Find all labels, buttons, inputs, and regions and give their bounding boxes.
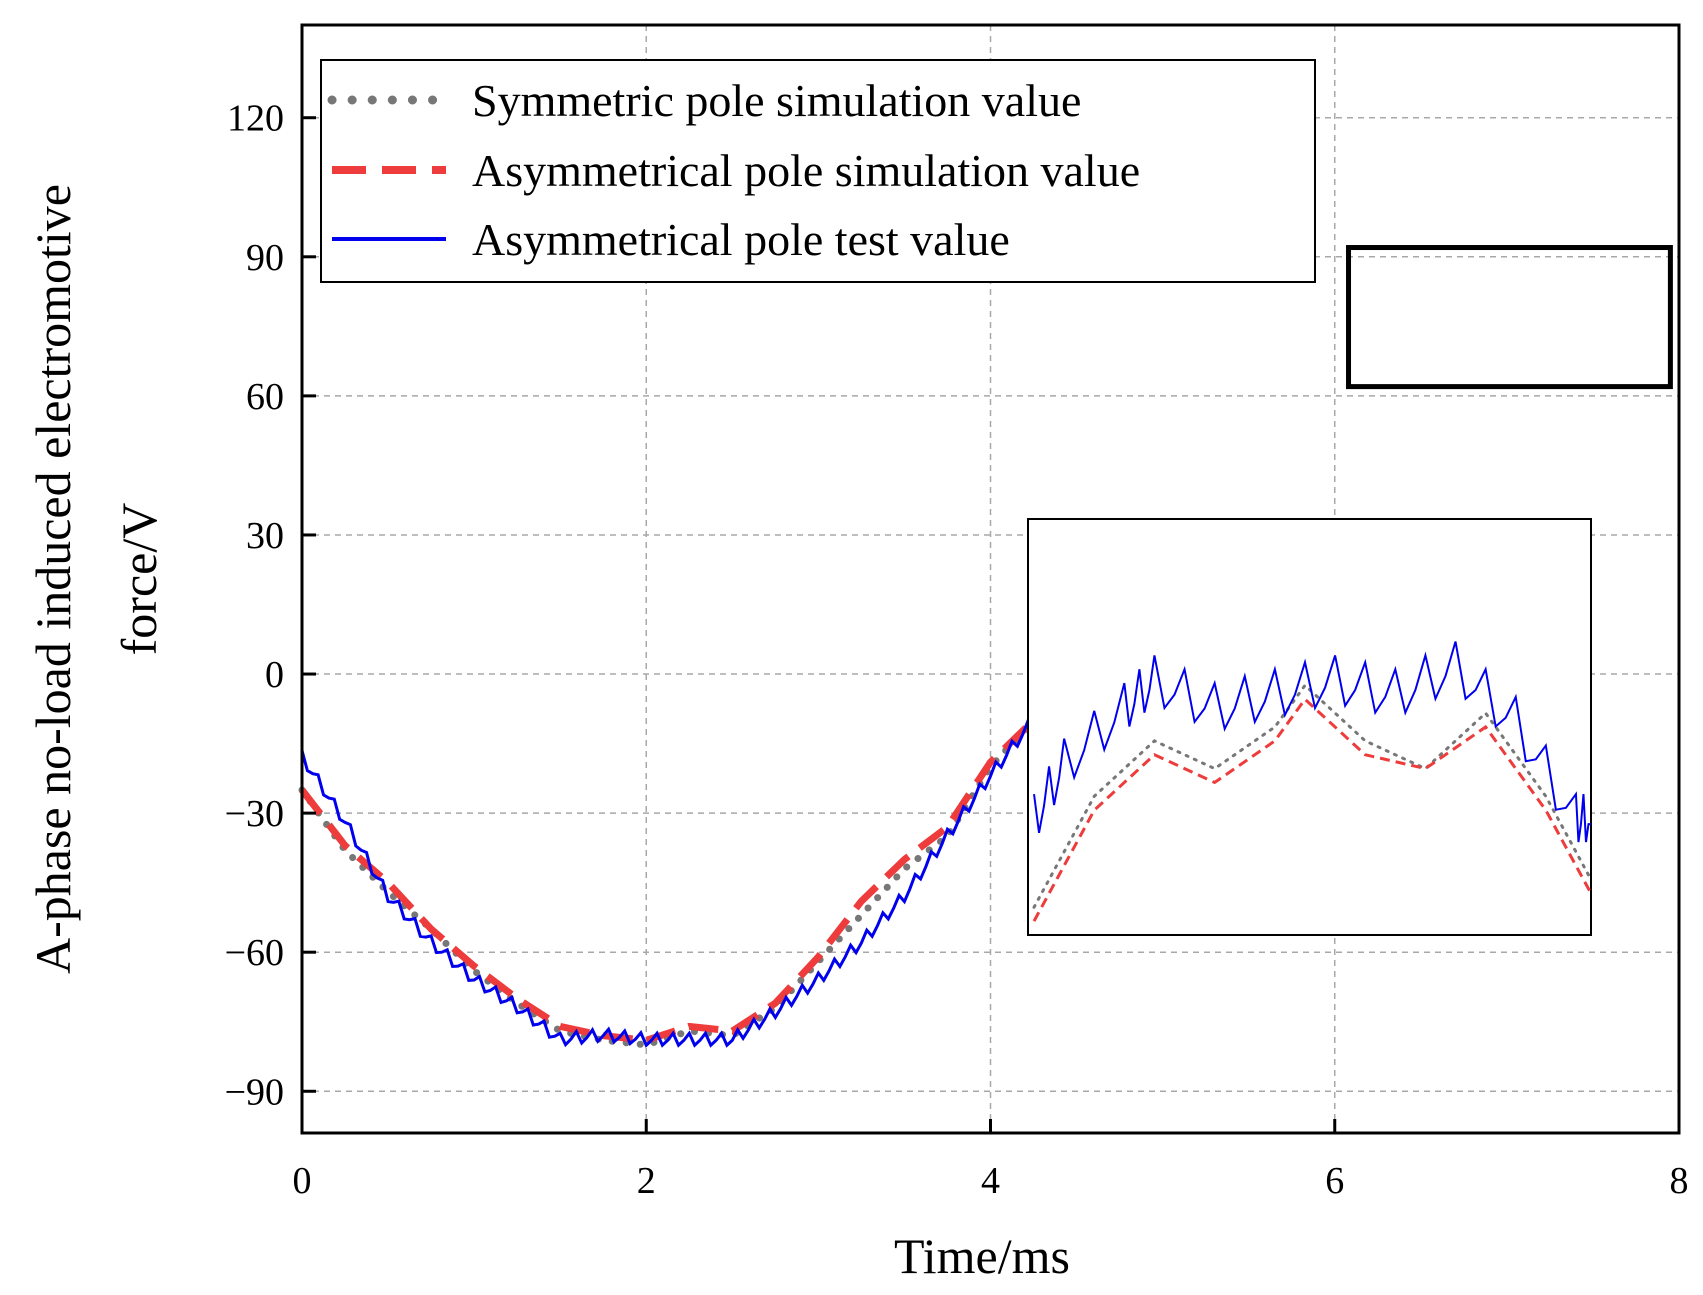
x-tick-label: 4 <box>981 1160 1000 1202</box>
svg-text:A-phase no-load induced electr: A-phase no-load induced electromotive <box>25 184 81 974</box>
inset-series-line-1 <box>1032 697 1593 922</box>
y-tick-label: −60 <box>225 932 284 974</box>
y-axis-title: A-phase no-load induced electromotive fo… <box>25 184 167 974</box>
y-tick-label: 90 <box>246 237 284 279</box>
zoom-region-box <box>1346 245 1673 390</box>
inset-series-line-0 <box>1032 683 1593 909</box>
y-tick-label: 120 <box>227 98 284 140</box>
x-tick-label: 2 <box>637 1160 656 1202</box>
y-tick-label: −90 <box>225 1071 284 1113</box>
legend: Symmetric pole simulation value Asymmetr… <box>320 59 1316 283</box>
y-tick-label: 0 <box>265 654 284 696</box>
legend-label-symmetric: Symmetric pole simulation value <box>472 75 1081 126</box>
y-tick-label: −30 <box>225 793 284 835</box>
x-tick-label: 8 <box>1670 1160 1689 1202</box>
x-tick-label: 6 <box>1325 1160 1344 1202</box>
series-line-1 <box>299 717 1036 1044</box>
axis-ticks <box>300 116 1681 1133</box>
x-axis-title: Time/ms <box>894 1228 1070 1284</box>
svg-text:force/V: force/V <box>111 503 167 656</box>
legend-label-asym-sim: Asymmetrical pole simulation value <box>472 145 1140 196</box>
y-tick-label: 60 <box>246 376 284 418</box>
series-line-2 <box>300 718 1034 1048</box>
x-tick-label: 0 <box>293 1160 312 1202</box>
series-lines <box>298 716 1038 1049</box>
legend-label-asym-test: Asymmetrical pole test value <box>472 214 1010 265</box>
inset-zoom-plot <box>1027 518 1593 936</box>
inset-series-line-2 <box>1033 641 1591 843</box>
y-tick-label: 30 <box>246 515 284 557</box>
